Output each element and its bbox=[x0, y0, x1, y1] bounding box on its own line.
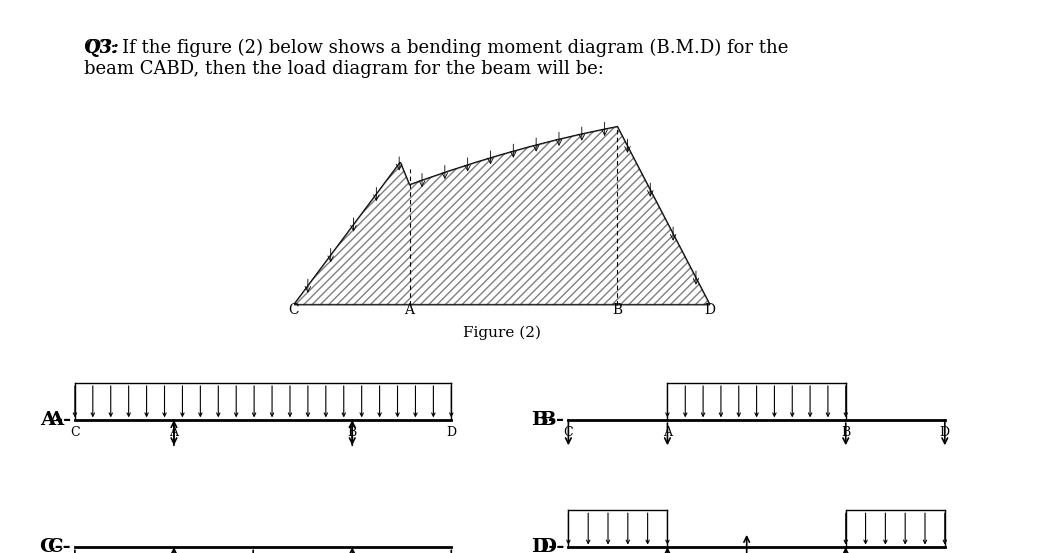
Text: C-: C- bbox=[47, 539, 71, 553]
Text: A: A bbox=[404, 303, 415, 317]
Text: Q3: If the figure (2) below shows a bending moment diagram (B.M.D) for the
beam : Q3: If the figure (2) below shows a bend… bbox=[84, 39, 789, 78]
Text: D: D bbox=[446, 426, 457, 439]
Text: B: B bbox=[841, 426, 851, 439]
Text: B-: B- bbox=[540, 411, 565, 429]
Text: C-: C- bbox=[40, 539, 63, 553]
Text: C: C bbox=[564, 426, 573, 439]
Text: D-: D- bbox=[531, 539, 556, 553]
Text: C: C bbox=[70, 426, 80, 439]
Text: D: D bbox=[705, 303, 715, 317]
Text: A-: A- bbox=[40, 411, 63, 429]
Text: Q3:: Q3: bbox=[84, 39, 119, 57]
Text: A: A bbox=[169, 426, 179, 439]
PathPatch shape bbox=[294, 127, 710, 305]
Text: B: B bbox=[612, 303, 623, 317]
Text: B: B bbox=[348, 426, 357, 439]
Text: A: A bbox=[663, 426, 672, 439]
Text: Figure (2): Figure (2) bbox=[463, 326, 541, 340]
Text: C: C bbox=[289, 303, 299, 317]
Text: D-: D- bbox=[539, 539, 565, 553]
Text: A-: A- bbox=[48, 411, 71, 429]
Text: B-: B- bbox=[531, 411, 556, 429]
PathPatch shape bbox=[294, 127, 710, 305]
Text: D: D bbox=[940, 426, 950, 439]
